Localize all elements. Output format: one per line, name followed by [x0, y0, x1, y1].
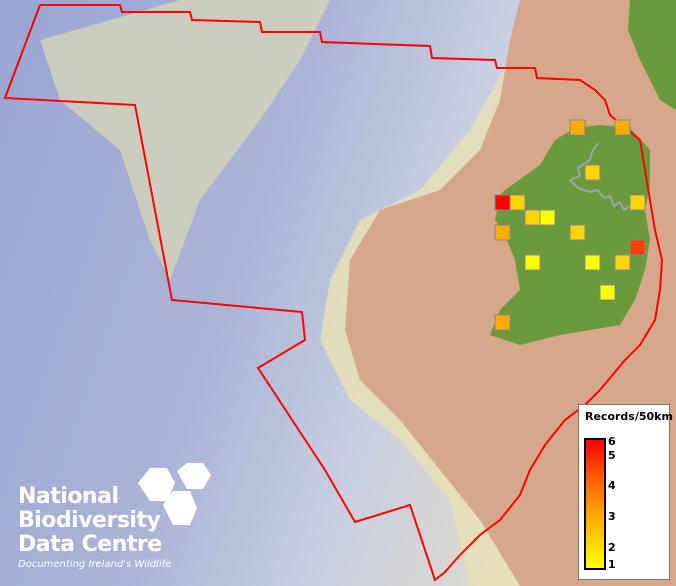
- scotland-land: [628, 0, 676, 110]
- logo-tagline: Documenting Ireland's Wildlife: [18, 559, 172, 570]
- record-square[interactable]: [539, 209, 556, 226]
- legend-tick: 4: [608, 479, 616, 492]
- record-square[interactable]: [509, 194, 526, 211]
- record-square[interactable]: [569, 224, 586, 241]
- record-square[interactable]: [629, 194, 646, 211]
- eez-boundary: [3, 4, 664, 582]
- color-ramp: [584, 438, 606, 570]
- legend-tick: 2: [608, 541, 616, 554]
- record-square[interactable]: [494, 224, 511, 241]
- record-square[interactable]: [614, 119, 631, 136]
- logo-line3: Data Centre: [18, 532, 162, 557]
- logo-line1: National: [18, 484, 119, 509]
- record-square[interactable]: [584, 254, 601, 271]
- legend-title: Records/50km: [585, 410, 673, 423]
- record-square[interactable]: [524, 254, 541, 271]
- record-square[interactable]: [599, 284, 616, 301]
- ni-border: [568, 142, 639, 212]
- hexagon-logo-icon: [138, 463, 211, 525]
- record-square[interactable]: [629, 239, 646, 256]
- record-square[interactable]: [584, 164, 601, 181]
- record-square[interactable]: [524, 209, 541, 226]
- record-square[interactable]: [494, 314, 511, 331]
- legend-tick: 5: [608, 449, 616, 462]
- legend-tick: 6: [608, 435, 616, 448]
- legend-tick: 1: [608, 558, 616, 571]
- logo-line2: Biodiversity: [18, 508, 161, 533]
- record-square[interactable]: [614, 254, 631, 271]
- record-square[interactable]: [569, 119, 586, 136]
- nbdc-logo: National Biodiversity Data Centre Docume…: [18, 463, 211, 570]
- shelf-plateau: [40, 0, 330, 280]
- legend-tick: 3: [608, 510, 616, 523]
- records-layer: [494, 119, 646, 331]
- record-square[interactable]: [494, 194, 511, 211]
